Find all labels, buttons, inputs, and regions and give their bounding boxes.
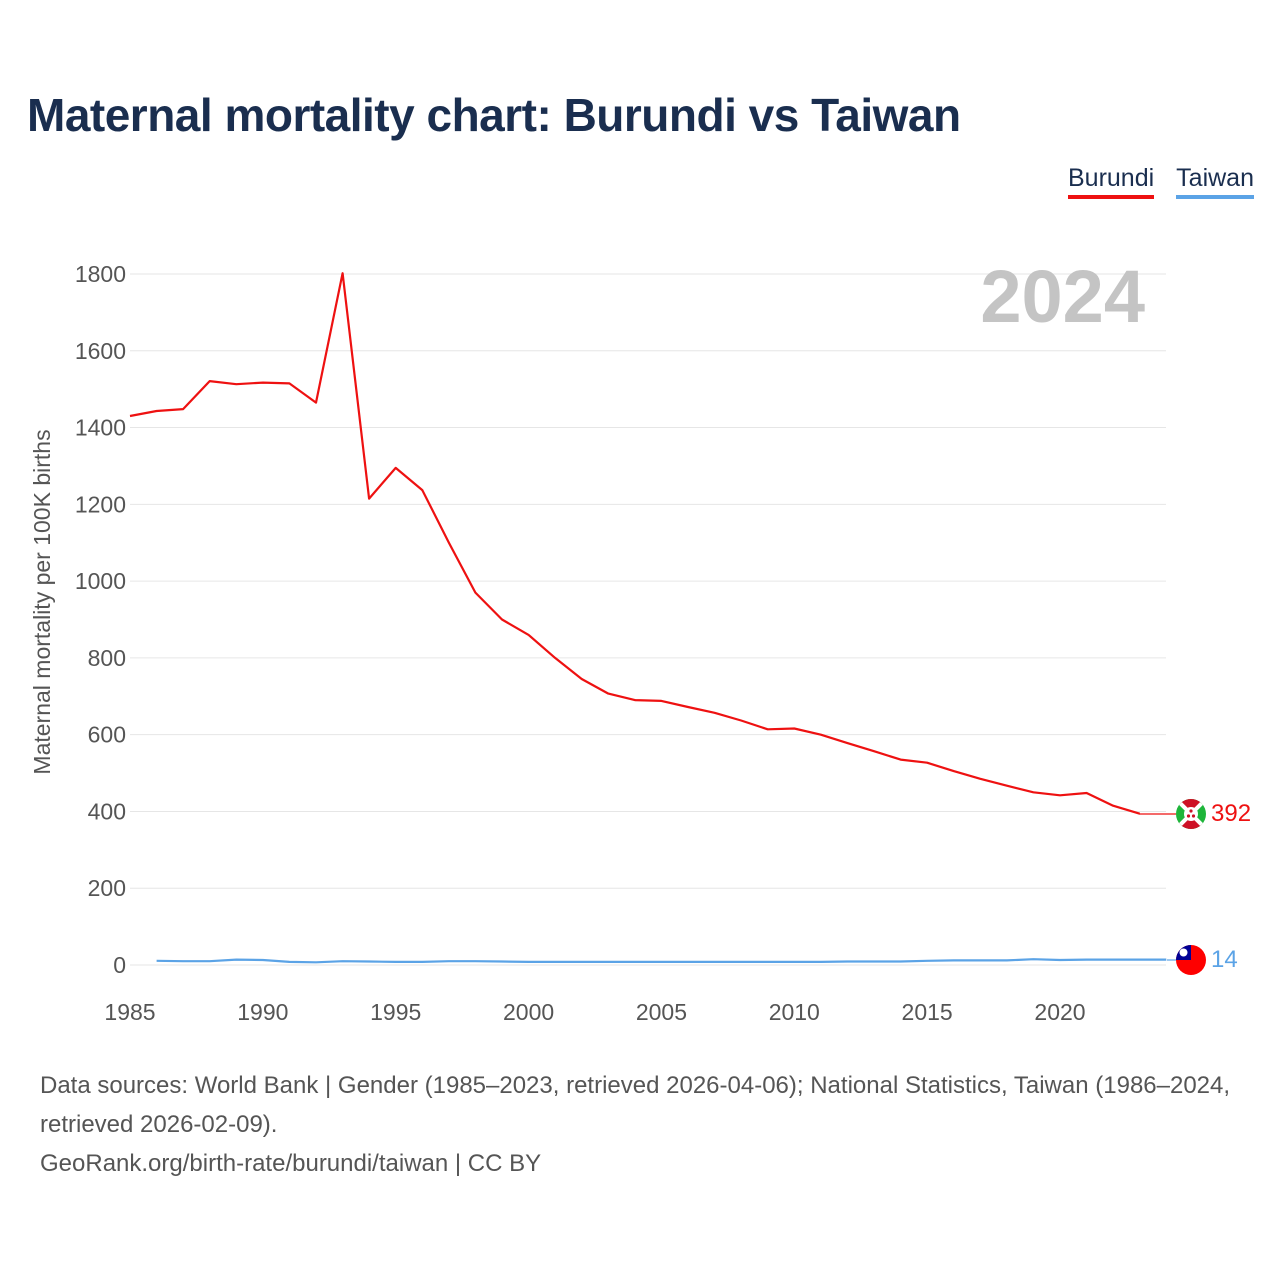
y-tick-label: 1200	[75, 491, 126, 517]
y-tick-label: 200	[88, 875, 126, 901]
y-tick-label: 600	[88, 722, 126, 748]
series-group	[129, 272, 1167, 964]
x-tick-label: 2005	[636, 999, 687, 1025]
data-sources: Data sources: World Bank | Gender (1985–…	[40, 1072, 1231, 1138]
y-tick-label: 0	[113, 952, 126, 978]
taiwan-flag-icon	[1176, 945, 1206, 975]
x-tick-label: 2020	[1034, 999, 1085, 1025]
footer: Data sources: World Bank | Gender (1985–…	[40, 1066, 1240, 1183]
year-watermark: 2024	[980, 255, 1145, 338]
grid	[130, 273, 1166, 966]
legend: Burundi Taiwan	[1068, 164, 1254, 199]
x-tick-label: 1985	[104, 999, 155, 1025]
y-tick-label: 1600	[75, 338, 126, 364]
y-tick-label: 400	[88, 798, 126, 824]
y-axis-label: Maternal mortality per 100K births	[29, 429, 55, 774]
y-tick-label: 800	[88, 645, 126, 671]
y-tick-label: 1400	[75, 415, 126, 441]
y-tick-label: 1800	[75, 261, 126, 287]
series-line-taiwan[interactable]	[156, 958, 1167, 964]
x-tick-label: 1995	[370, 999, 421, 1025]
y-tick-label: 1000	[75, 568, 126, 594]
burundi-end-label: 392	[1211, 800, 1251, 827]
y-axis: 0 200 400 600 800 1000 1200 1400 1600 1800	[75, 261, 126, 978]
x-tick-label: 1990	[237, 999, 288, 1025]
taiwan-end-label: 14	[1211, 946, 1238, 973]
burundi-flag-icon	[1176, 799, 1206, 829]
legend-item-taiwan[interactable]: Taiwan	[1176, 164, 1254, 199]
chart-title: Maternal mortality chart: Burundi vs Tai…	[27, 89, 961, 141]
x-tick-label: 2000	[503, 999, 554, 1025]
credit-link[interactable]: GeoRank.org/birth-rate/burundi/taiwan | …	[40, 1150, 542, 1177]
x-tick-label: 2010	[769, 999, 820, 1025]
x-tick-label: 2015	[902, 999, 953, 1025]
legend-item-burundi[interactable]: Burundi	[1068, 164, 1155, 199]
x-axis: 1985 1990 1995 2000 2005 2010 2015 2020	[104, 999, 1085, 1025]
series-line-burundi[interactable]	[129, 272, 1141, 815]
